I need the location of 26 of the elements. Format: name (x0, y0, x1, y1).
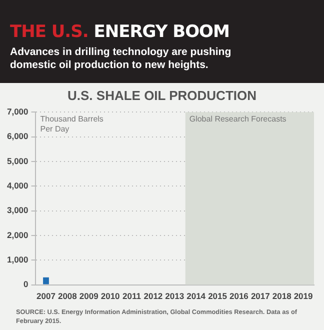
x-tick-label: 2014 (186, 291, 206, 302)
x-tick-label: 2010 (100, 291, 120, 302)
x-tick-label: 2017 (250, 291, 270, 302)
x-tick-label: 2011 (122, 291, 142, 302)
chart-title: THE U.S. ENERGY BOOM (10, 22, 230, 42)
x-tick-label: 2012 (144, 291, 163, 302)
y-tick-label: 2,000 (6, 230, 29, 240)
x-tick-label: 2015 (208, 291, 228, 302)
x-tick-label: 2008 (58, 291, 78, 302)
x-tick-label: 2009 (79, 291, 99, 302)
band-label: Global Research Forecasts (189, 114, 286, 124)
x-tick-label: 2013 (165, 291, 184, 302)
chart-subtitle: Advances in drilling technology are pushing domestic oil production to new heights. (10, 46, 232, 72)
text: U.S. SHALE OIL PRODUCTION (66, 88, 258, 104)
y-tick-label: 4,000 (6, 180, 29, 190)
y-tick-label: 3,000 (6, 205, 29, 216)
x-tick-label: 2016 (229, 291, 249, 302)
x-tick-label: 2019 (294, 291, 313, 302)
y-tick-label: 6,000 (6, 131, 29, 142)
y-tick-label: 1,000 (6, 254, 29, 264)
y-tick-label: 0 (24, 279, 29, 290)
y-tick-label: 7,000 (6, 106, 29, 116)
x-tick-label: 2018 (272, 291, 292, 302)
x-tick-label: 2007 (36, 291, 56, 302)
y-axis-title: Thousand Barrels Per Day (40, 114, 104, 134)
y-tick-label: 5,000 (6, 156, 29, 166)
